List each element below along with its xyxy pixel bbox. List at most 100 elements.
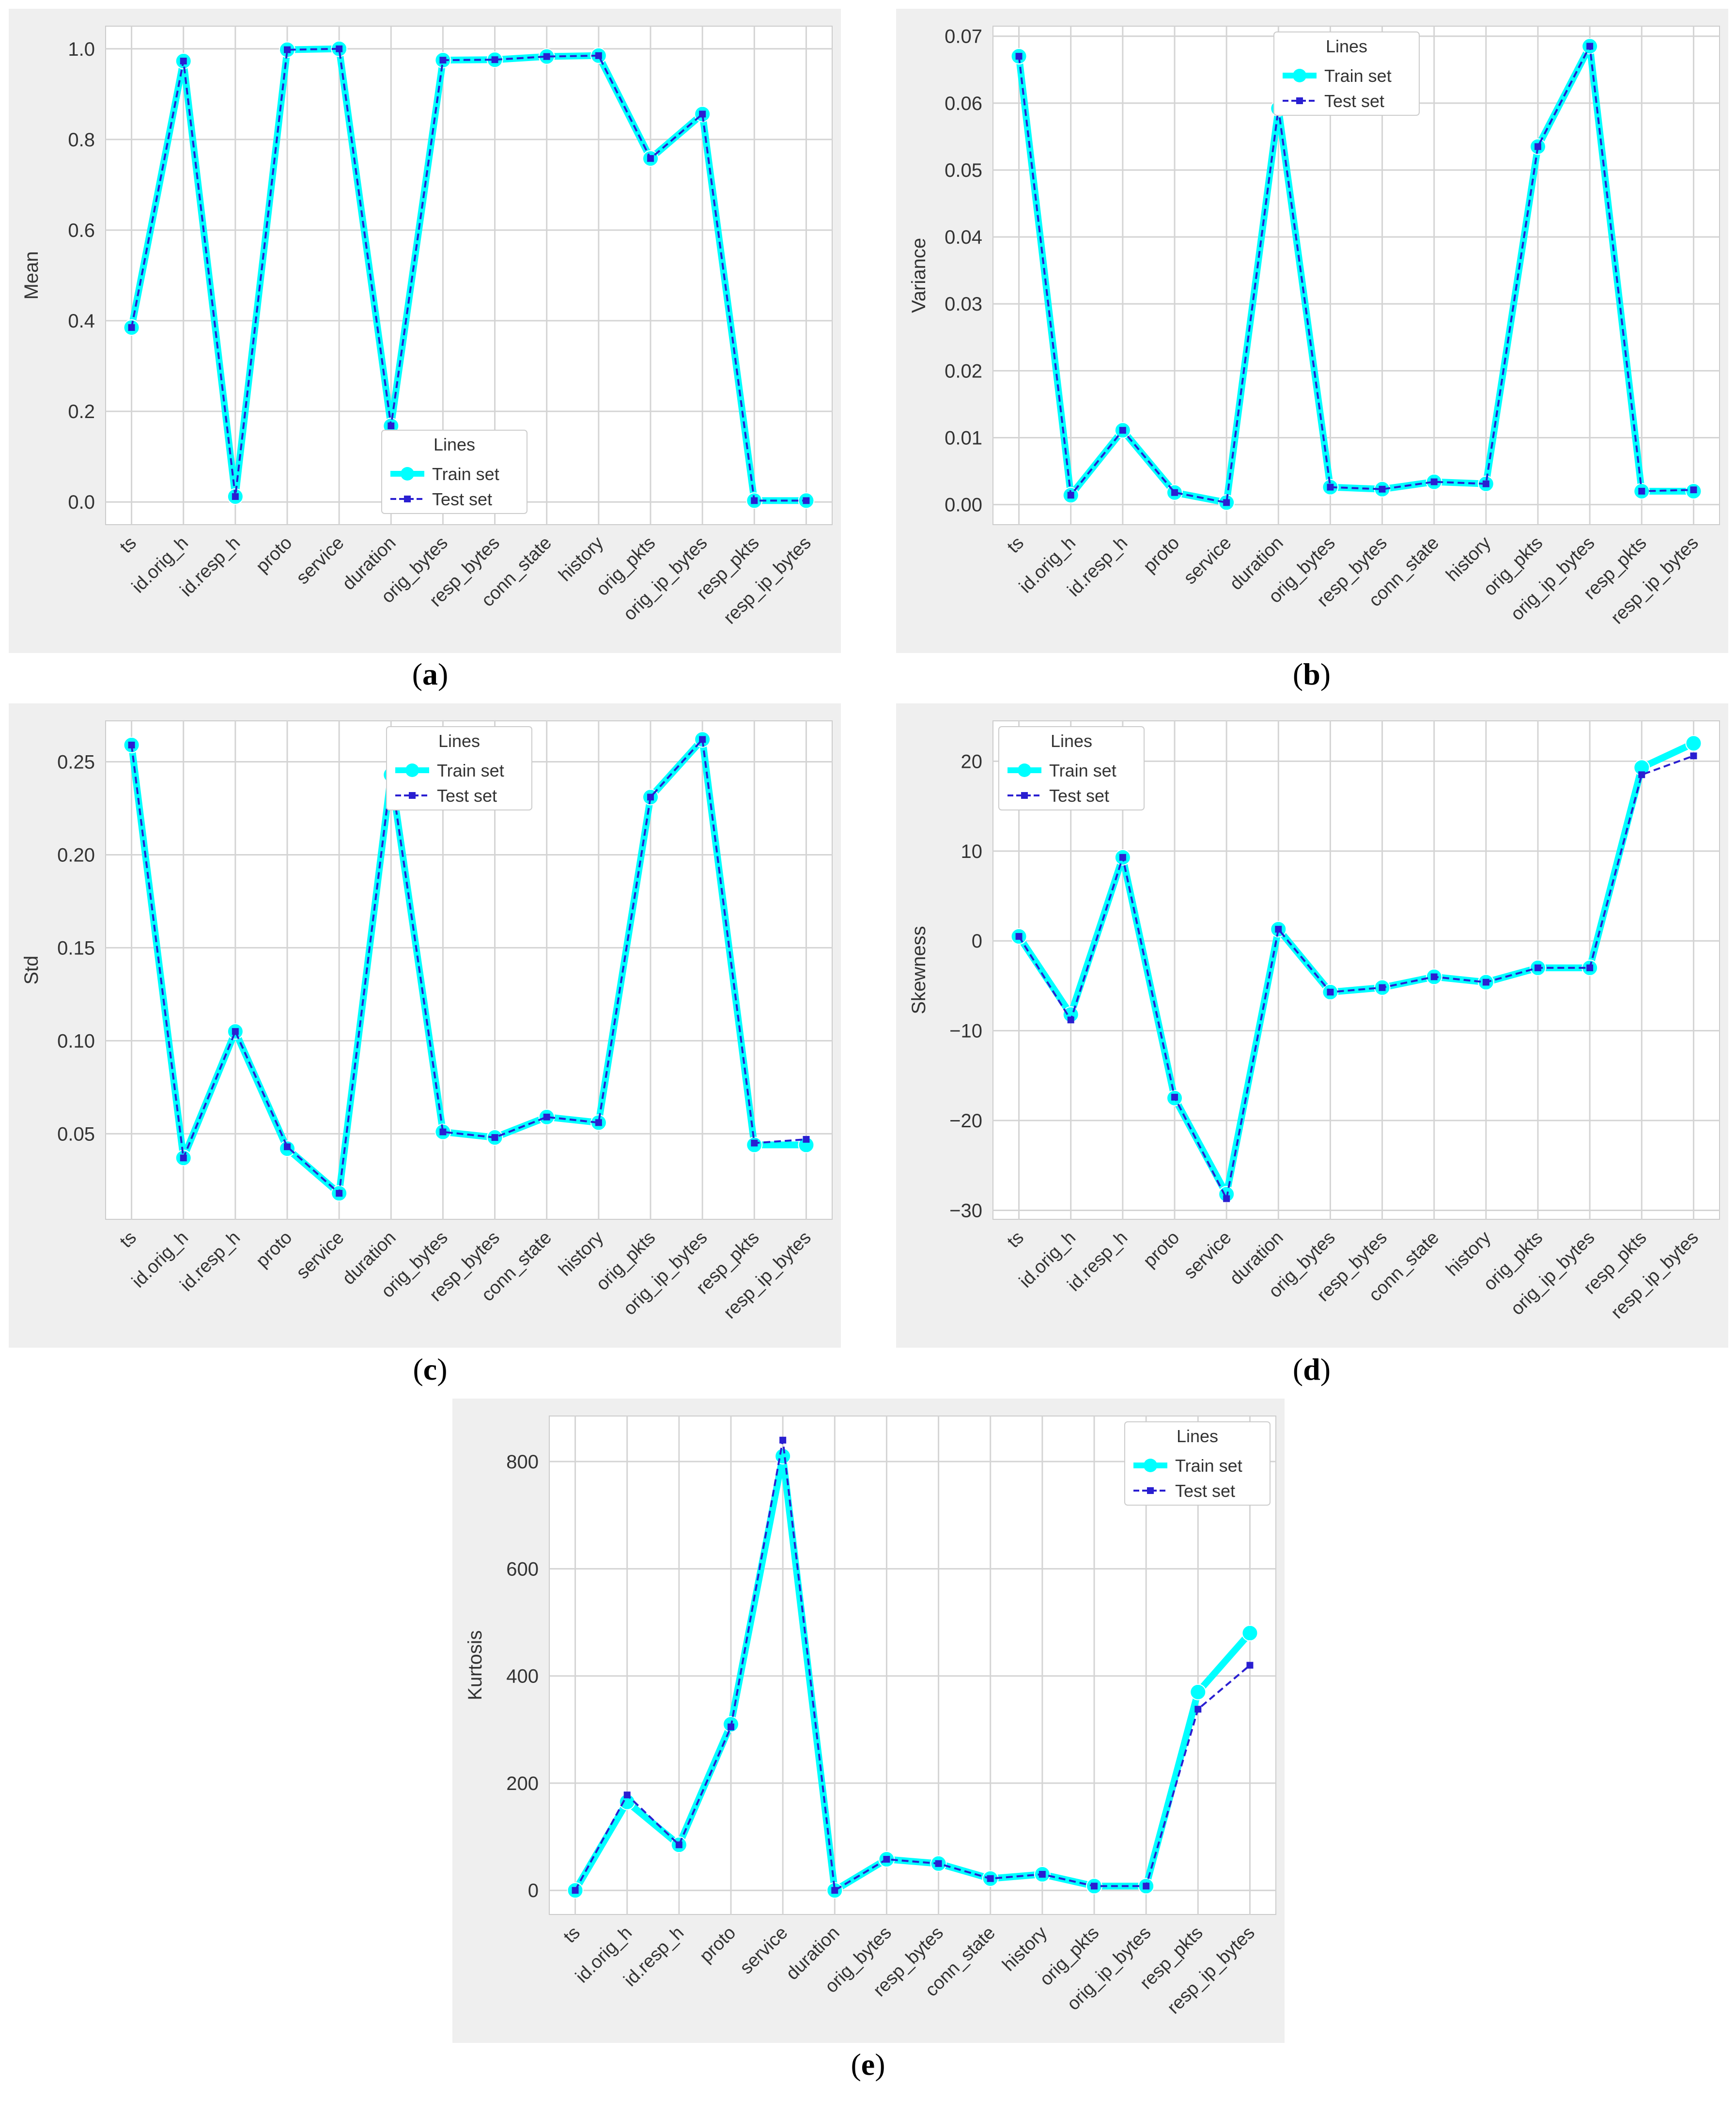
legend-train-label: Train set [437,761,504,780]
test-point [1067,492,1074,499]
test-series-line [130,47,806,502]
y-tick-label: 0.15 [57,937,95,959]
legend-title: Lines [434,435,475,454]
test-point [647,794,654,801]
legend-train-label: Train set [432,464,499,484]
y-axis-label: Mean [21,251,42,299]
legend-title: Lines [1051,731,1092,751]
legend-test-label: Test set [1324,91,1384,111]
y-tick-label: −10 [949,1021,982,1042]
test-point [128,741,135,748]
test-point [803,1136,810,1143]
legend-train-label: Train set [1175,1456,1242,1476]
test-point [1690,486,1697,494]
y-tick-label: 0.00 [945,495,982,516]
y-tick-label: 0.05 [57,1123,95,1145]
y-tick-label: −30 [949,1200,982,1221]
test-point [1119,427,1126,434]
test-point [1119,854,1126,861]
y-tick-label: 800 [506,1451,539,1473]
test-point [1275,926,1282,933]
chart-panel-skewness: −30 −20 −10 0 10 20 ts id.orig_h id.resp_h proto s… [896,703,1728,1348]
caption-e: (e) [851,2047,885,2082]
legend: Lines Train set Test set [998,726,1145,810]
test-point [751,497,758,504]
y-tick-label: 0.20 [57,844,95,866]
test-point [1379,485,1386,493]
y-tick-label: 0.0 [68,492,95,513]
test-point [336,1190,343,1197]
test-point [543,1113,550,1121]
test-point [595,52,602,59]
train-point [1685,735,1702,752]
y-tick-label: 0.4 [68,311,95,332]
test-point [1067,1016,1074,1024]
test-point [1638,487,1645,495]
test-point [180,1154,187,1162]
y-tick-label: 0.01 [945,427,982,449]
test-point [491,1134,498,1141]
legend-test-label: Test set [1049,786,1109,806]
y-tick-label: 0.10 [57,1030,95,1052]
legend-test-label: Test set [437,786,497,806]
test-point [284,1143,291,1151]
test-point [883,1856,890,1863]
test-point [623,1791,631,1799]
y-tick-label: 0.03 [945,294,982,315]
test-point [728,1723,734,1730]
chart-panel-std: 0.05 0.10 0.15 0.20 0.25 ts id.orig_h id.resp_h… [9,703,841,1348]
y-axis-label: Std [21,955,42,984]
test-point [831,1887,838,1894]
test-point [779,1436,787,1444]
y-tick-label: 0.05 [945,160,982,181]
test-series-line [1018,755,1694,1202]
caption-c: (c) [413,1352,448,1386]
chart-svg: 0.000.010.020.030.040.050.060.07tsid.ori… [896,9,1728,653]
test-point [1223,499,1230,506]
test-point [1143,1883,1150,1890]
test-point [1223,1195,1230,1202]
y-tick-label: 0 [528,1880,539,1901]
y-tick-label: 0 [972,931,982,952]
y-tick-label: 200 [506,1773,539,1794]
test-point [1430,478,1438,485]
test-point [439,1128,447,1136]
legend-test-label: Test set [432,489,492,509]
legend-train-label: Train set [1324,66,1392,86]
legend-title: Lines [1177,1426,1218,1446]
test-point [1327,988,1334,996]
test-point [1638,771,1645,778]
test-point [803,497,810,504]
y-tick-label: 20 [961,751,983,772]
train-point [775,1447,791,1464]
test-point [1015,933,1023,940]
test-point [232,493,239,500]
test-point [1534,143,1541,150]
test-point [284,46,291,53]
chart-panel-kurtosis: 0 200 400 600 800 ts id.orig_h id.resp_h proto se… [452,1399,1285,2043]
test-point [232,1028,239,1035]
test-point [543,53,550,60]
y-tick-label: 0.07 [945,26,982,47]
test-point [1091,1883,1098,1890]
test-point [388,422,395,430]
y-tick-label: 1.0 [68,39,95,60]
legend-title: Lines [438,731,480,751]
y-tick-label: 0.6 [68,220,95,241]
test-series-line [130,737,806,1196]
test-point [1586,43,1594,50]
test-point [1015,53,1023,60]
test-point [1038,1871,1046,1878]
caption-b: (b) [1292,657,1331,691]
test-point [647,155,654,162]
test-point [751,1139,758,1147]
chart-panel-variance: 0.00 0.01 0.02 0.03 0.04 0.05 0.06 0.07 ts id.ori… [896,9,1728,653]
train-point [1241,1625,1258,1642]
test-point [699,110,706,118]
test-point [1482,480,1489,487]
test-series-line [1018,43,1694,504]
test-point [1379,984,1386,991]
